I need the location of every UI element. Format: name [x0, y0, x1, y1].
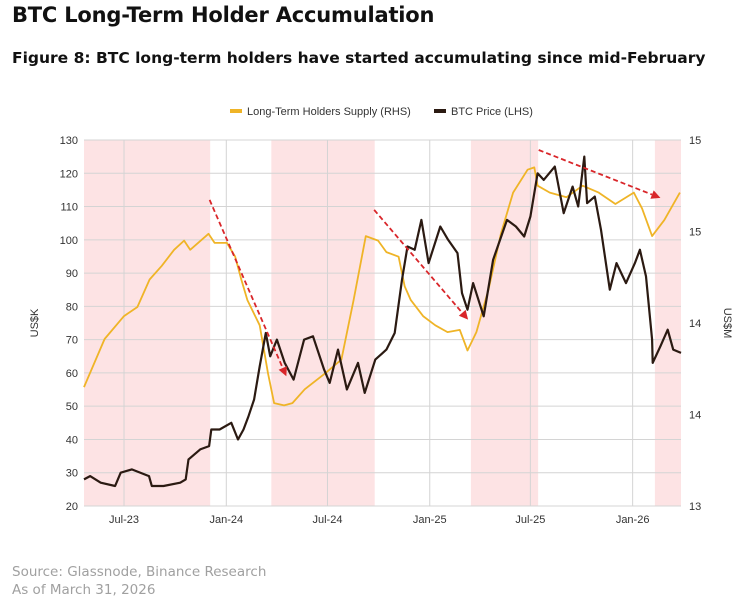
y-tick-label-right: 15 [689, 135, 701, 147]
series-line-btc-price [83, 155, 682, 488]
y-tick-label-left: 40 [66, 434, 78, 446]
y-tick-label-left: 100 [60, 235, 78, 247]
x-tick-label: Jan-26 [616, 514, 650, 526]
x-tick-label: Jan-24 [209, 514, 243, 526]
y-tick-label-right: 15 [689, 227, 701, 239]
trend-arrow-head [458, 309, 469, 320]
trend-arrow-line [373, 209, 463, 314]
legend-swatch-lth [230, 109, 242, 113]
y-tick-label-left: 60 [66, 368, 78, 380]
y-tick-label-left: 110 [60, 202, 78, 214]
x-tick-label: Jan-25 [413, 514, 447, 526]
y-tick-label-left: 80 [66, 301, 78, 313]
x-tick-label: Jul-24 [312, 514, 342, 526]
shaded-period [271, 140, 375, 506]
shaded-period [84, 140, 211, 506]
legend-label-lth: Long-Term Holders Supply (RHS) [247, 106, 411, 118]
shaded-period [654, 140, 681, 506]
series-line-lth-supply [83, 166, 681, 407]
x-tick-label: Jul-23 [109, 514, 139, 526]
trend-arrow-head [278, 366, 287, 377]
source-text: Source: Glassnode, Binance Research [12, 564, 267, 580]
legend: Long-Term Holders Supply (RHS) BTC Price… [230, 106, 533, 118]
trend-arrow-line [538, 149, 653, 196]
legend-swatch-btc [434, 109, 446, 113]
y-tick-label-left: 90 [66, 268, 78, 280]
x-tick-label: Jul-25 [515, 514, 545, 526]
y-tick-label-left: 70 [66, 335, 78, 347]
y-tick-label-left: 30 [66, 468, 78, 480]
y-tick-label-right: 13 [689, 501, 701, 513]
figure-subtitle: Figure 8: BTC long-term holders have sta… [12, 49, 706, 67]
page-title: BTC Long-Term Holder Accumulation [12, 3, 435, 27]
as-of-date: As of March 31, 2026 [12, 582, 156, 598]
y-axis-label-right: US$M [721, 308, 733, 339]
y-tick-label-left: 130 [60, 135, 78, 147]
trend-arrow-line [208, 199, 284, 369]
source-note: Source: Glassnode, Binance Research As o… [12, 563, 266, 599]
y-tick-label-left: 50 [66, 401, 78, 413]
y-axis-label-left: US$K [29, 308, 41, 337]
y-tick-label-left: 20 [66, 501, 78, 513]
y-tick-label-left: 120 [60, 168, 78, 180]
legend-label-btc: BTC Price (LHS) [451, 106, 533, 118]
trend-arrow-head [650, 190, 661, 199]
y-tick-label-right: 14 [689, 318, 701, 330]
shaded-period [470, 140, 539, 506]
y-tick-label-right: 14 [689, 410, 701, 422]
